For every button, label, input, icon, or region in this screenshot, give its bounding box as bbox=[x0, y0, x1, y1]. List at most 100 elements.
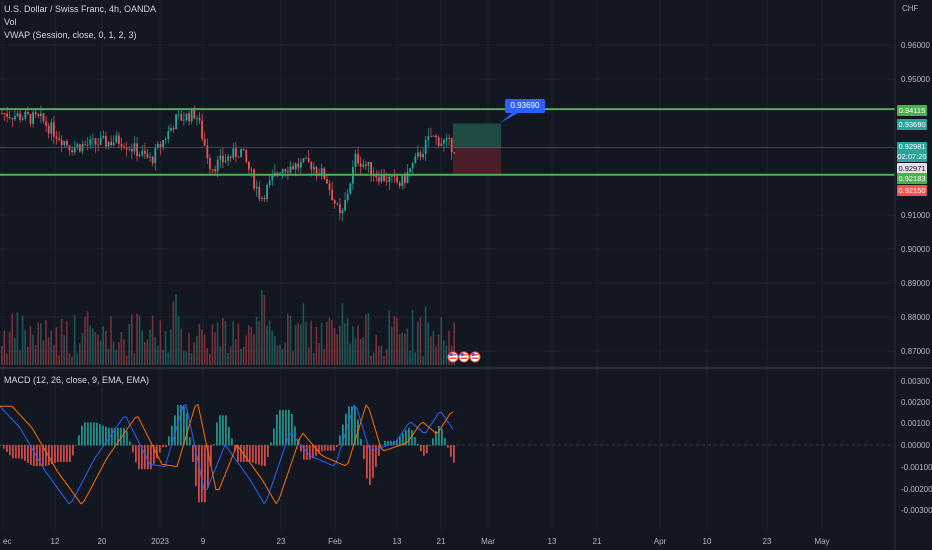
macd-legend[interactable]: MACD (12, 26, close, 9, EMA, EMA) bbox=[4, 375, 150, 385]
macd-histogram-bar bbox=[246, 445, 248, 463]
volume-bar bbox=[50, 330, 52, 365]
volume-bar bbox=[362, 336, 364, 365]
flag-stripe bbox=[449, 357, 457, 359]
volume-bar bbox=[123, 339, 125, 365]
macd-histogram-bar bbox=[225, 415, 227, 446]
macd-histogram-bar bbox=[78, 435, 80, 446]
volume-bar bbox=[258, 321, 260, 365]
position-zones bbox=[453, 123, 501, 176]
volume-bar bbox=[432, 331, 435, 365]
macd-histogram-bar bbox=[315, 445, 317, 456]
candle-body bbox=[411, 163, 414, 169]
macd-axis: 0.00300 0.00200 0.00100 0.00000 -0.00100 -0.0… bbox=[901, 377, 932, 515]
candle-body bbox=[320, 168, 323, 176]
time-tick-label: 21 bbox=[437, 537, 446, 546]
candle-body bbox=[263, 197, 266, 200]
macd-histogram-bar bbox=[48, 445, 50, 466]
candle-body bbox=[268, 180, 271, 185]
candle-body bbox=[380, 174, 383, 182]
time-tick-label: 13 bbox=[393, 537, 402, 546]
macd-histogram-bar bbox=[6, 445, 8, 452]
volume-bar bbox=[237, 323, 240, 365]
macd-histogram-bar bbox=[276, 414, 278, 446]
macd-histogram-bar bbox=[150, 445, 152, 470]
candle-body bbox=[245, 150, 248, 162]
macd-histogram-bar bbox=[366, 445, 368, 479]
time-tick-label: May bbox=[814, 537, 829, 546]
target-callout[interactable]: 0.93690 bbox=[505, 99, 545, 113]
candle-body bbox=[203, 138, 206, 146]
volume-bar bbox=[115, 349, 117, 365]
volume-bar bbox=[404, 333, 406, 365]
macd-histogram-bar bbox=[174, 415, 176, 446]
macd-histogram-bar bbox=[27, 445, 29, 463]
macd-histogram-bar bbox=[309, 445, 311, 460]
macd-histogram-bar bbox=[123, 427, 125, 446]
candle-body bbox=[120, 143, 123, 147]
flag-stripe bbox=[449, 354, 457, 356]
candle-body bbox=[37, 114, 40, 117]
candle-body bbox=[73, 147, 76, 153]
volume-bar bbox=[68, 353, 71, 365]
candle-body bbox=[118, 135, 120, 144]
macd-histogram-bar bbox=[432, 438, 434, 446]
volume-bar bbox=[268, 320, 271, 365]
macd-histogram-bar bbox=[114, 427, 116, 446]
candle-body bbox=[71, 150, 73, 153]
candle-body bbox=[385, 180, 388, 182]
macd-histogram-bar bbox=[339, 435, 341, 446]
volume-bar bbox=[253, 334, 255, 365]
macd-histogram-bar bbox=[177, 405, 179, 446]
symbol-title[interactable]: U.S. Dollar / Swiss Franc, 4h, OANDA bbox=[4, 4, 157, 14]
macd-histogram-bar bbox=[33, 445, 35, 467]
volume-bar bbox=[427, 322, 429, 365]
macd-histogram-bar bbox=[267, 445, 269, 457]
vwap-legend[interactable]: VWAP (Session, close, 0, 1, 2, 3) bbox=[4, 30, 137, 40]
candle-body bbox=[131, 148, 133, 152]
macd-histogram-bar bbox=[195, 445, 197, 487]
macd-histogram-bar bbox=[189, 437, 191, 446]
candle-body bbox=[432, 135, 435, 137]
volume-bar bbox=[185, 351, 188, 365]
volume-bar bbox=[157, 346, 159, 365]
candle-body bbox=[271, 175, 274, 181]
volume-bar bbox=[63, 335, 65, 365]
volume-bar bbox=[315, 326, 318, 365]
volume-bar bbox=[125, 355, 128, 365]
macd-histogram-bar bbox=[369, 445, 371, 486]
macd-histogram-bar bbox=[42, 445, 44, 467]
candle-body bbox=[367, 162, 370, 166]
macd-histogram-bar bbox=[294, 426, 296, 446]
volume-bar bbox=[393, 315, 396, 365]
macd-histogram-bar bbox=[81, 425, 83, 446]
candle-body bbox=[99, 137, 102, 145]
volume-bar bbox=[167, 352, 169, 365]
candle-body bbox=[29, 114, 32, 124]
macd-histogram-bar bbox=[378, 445, 380, 456]
volume-bar bbox=[99, 340, 102, 365]
vol-legend[interactable]: Vol bbox=[4, 17, 17, 27]
time-tick-label: 23 bbox=[763, 537, 772, 546]
macd-histogram-bar bbox=[411, 430, 413, 446]
macd-histogram-bar bbox=[192, 445, 194, 462]
macd-histogram-bar bbox=[279, 409, 281, 446]
macd-histogram-bar bbox=[162, 445, 164, 448]
candle-body bbox=[11, 118, 14, 120]
flag-stripe bbox=[471, 354, 479, 356]
volume-bar bbox=[201, 329, 203, 365]
macd-histogram-bar bbox=[156, 445, 158, 459]
macd-tick-label: -0.00200 bbox=[901, 485, 932, 494]
macd-histogram-bar bbox=[108, 427, 110, 446]
volume-bar bbox=[224, 321, 227, 365]
candle-body bbox=[45, 121, 47, 126]
macd-histogram-bar bbox=[300, 445, 302, 452]
candle-body bbox=[398, 182, 401, 186]
candle-body bbox=[42, 113, 45, 122]
volume-bar bbox=[287, 314, 289, 365]
volume-bar bbox=[284, 342, 286, 365]
candle-body bbox=[6, 113, 8, 117]
macd-histogram-bar bbox=[282, 409, 284, 446]
volume-bar bbox=[326, 321, 328, 365]
volume-bar bbox=[352, 325, 354, 365]
